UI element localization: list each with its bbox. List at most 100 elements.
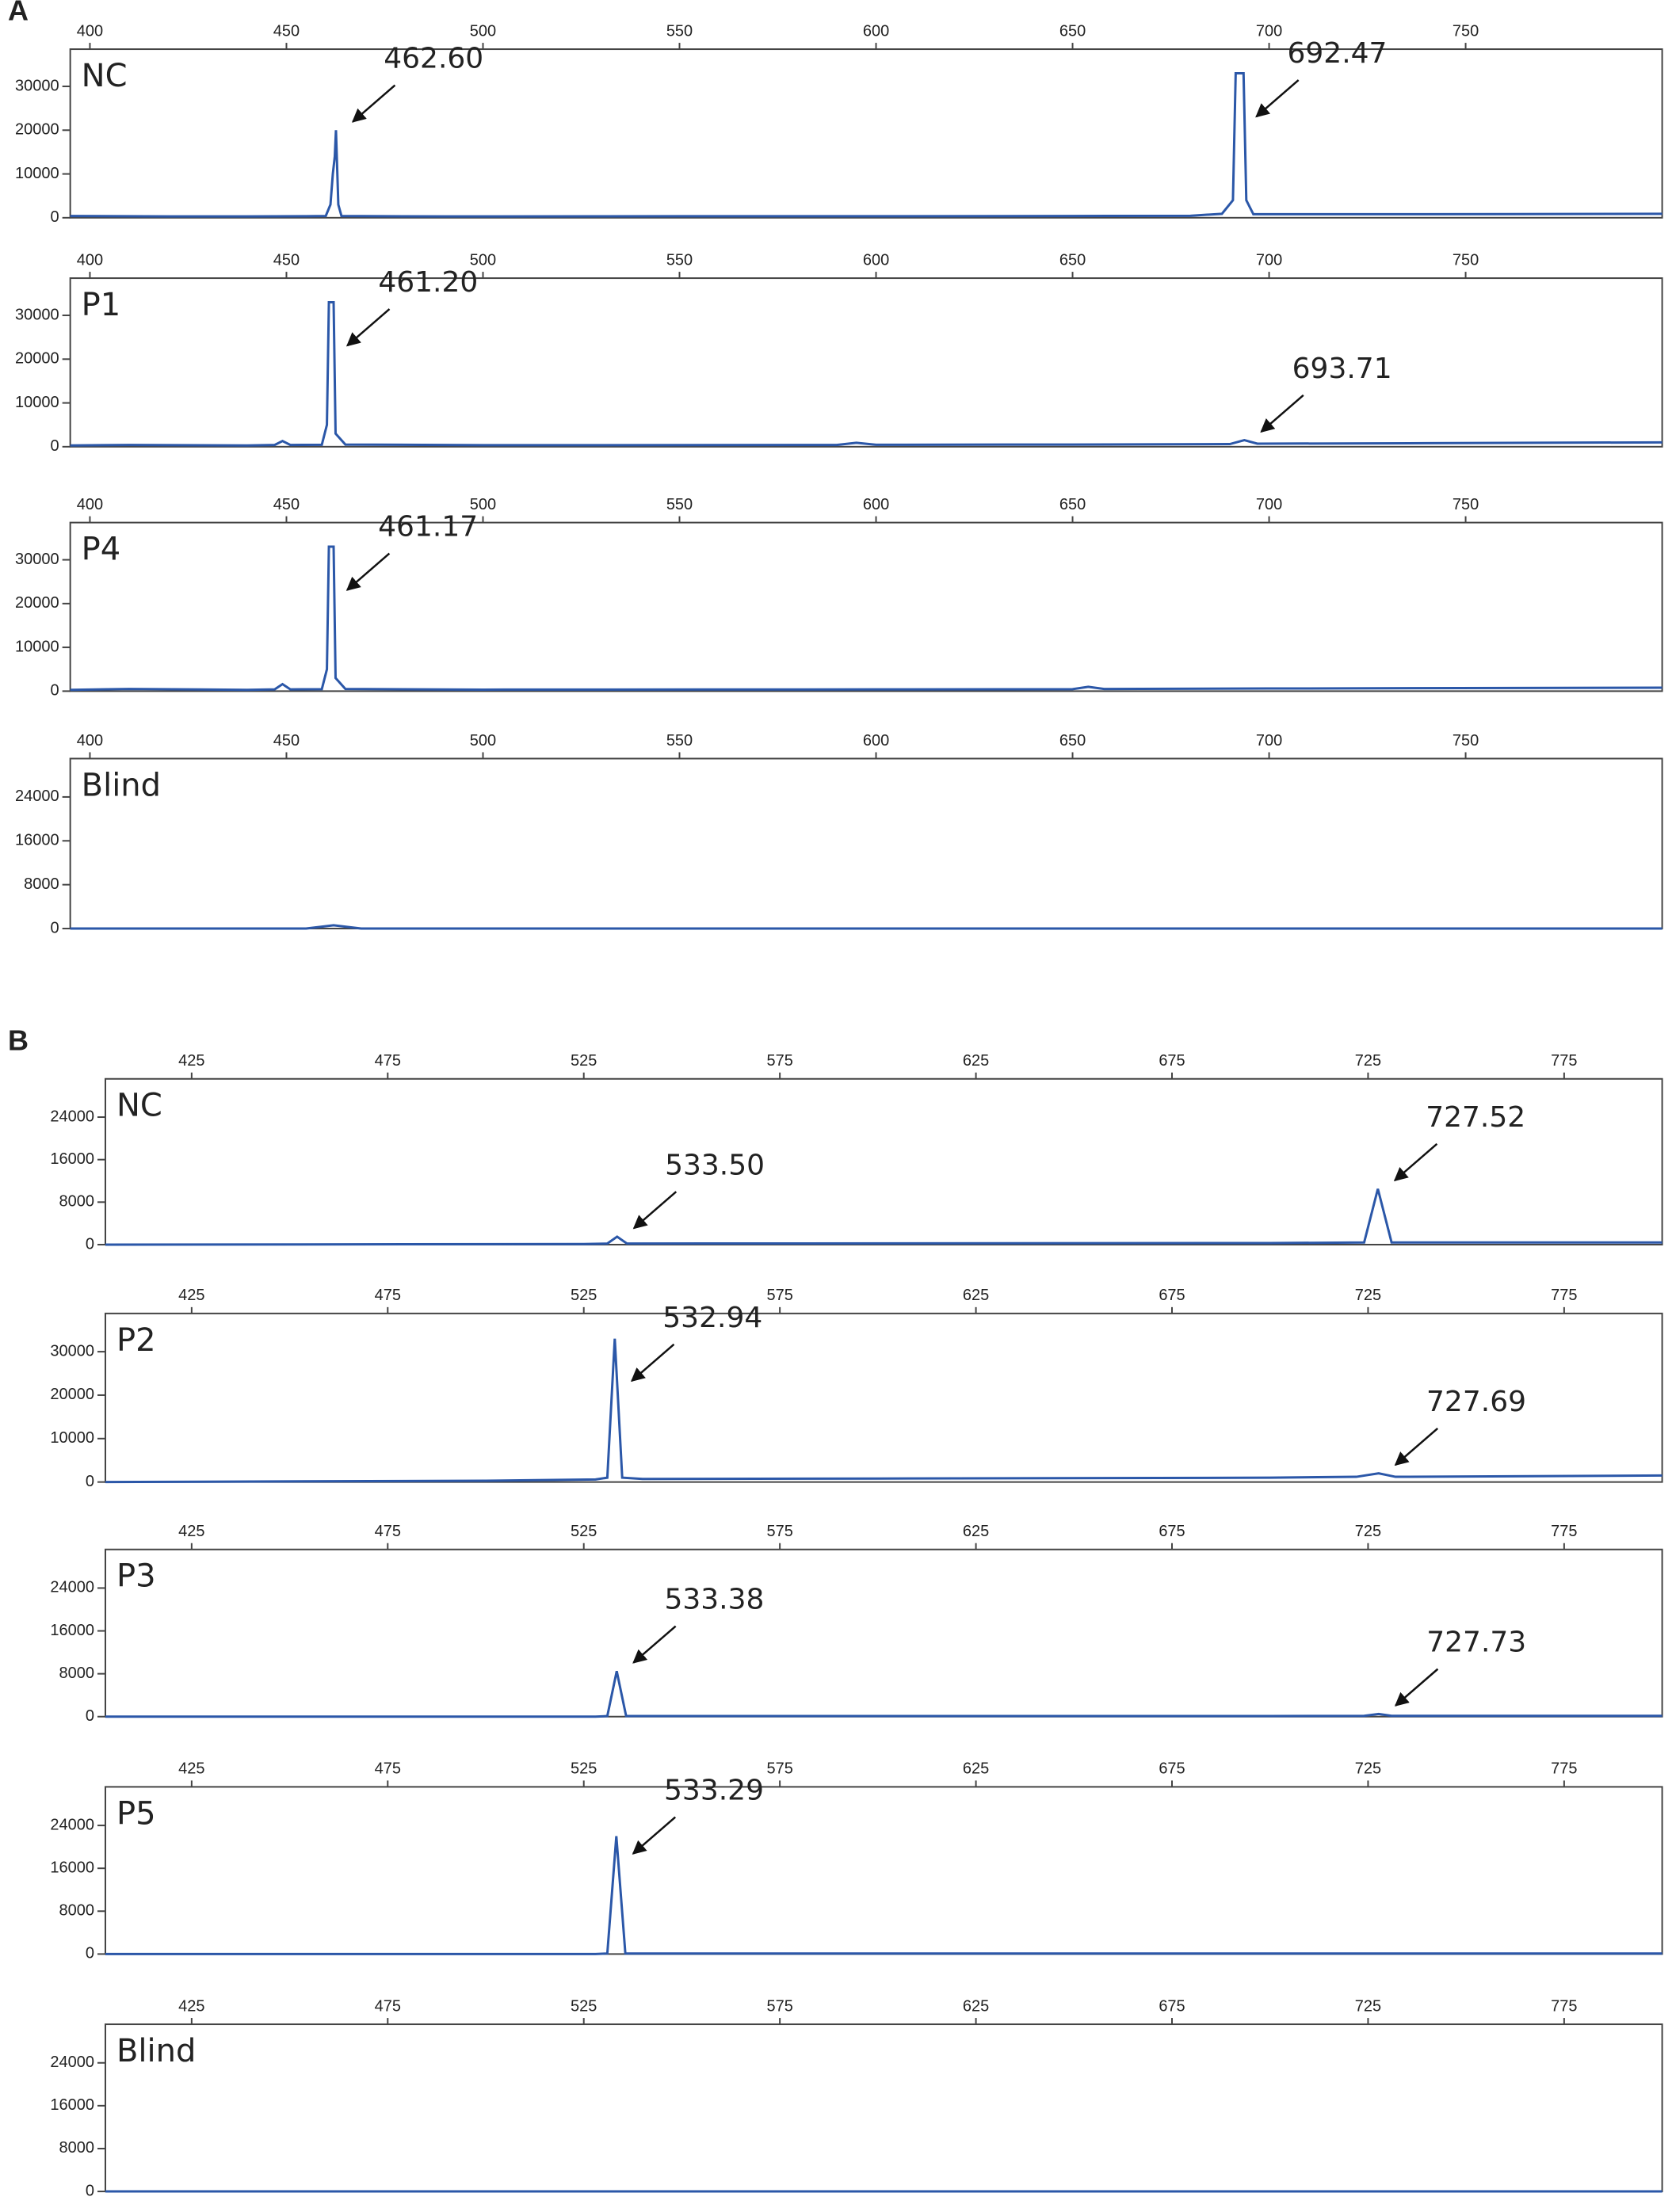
annotation-arrow	[351, 84, 396, 123]
x-tick-label: 500	[470, 496, 496, 513]
x-tick-label: 650	[1059, 251, 1086, 269]
y-tick-label: 20000	[15, 594, 59, 612]
y-tick-label: 24000	[15, 788, 59, 805]
plot-frame	[69, 48, 1663, 219]
y-tick-label: 16000	[50, 1859, 94, 1876]
x-tick-label: 425	[178, 1997, 204, 2015]
y-tick-label: 8000	[24, 875, 59, 893]
x-tick-label: 700	[1256, 732, 1282, 749]
x-tick-label: 675	[1159, 1997, 1185, 2015]
trace	[70, 300, 1662, 447]
annotation-label: 532.94	[662, 1302, 762, 1334]
x-tick-label: 650	[1059, 732, 1086, 749]
y-tick-label: 8000	[59, 1193, 94, 1211]
y-tick-label: 16000	[15, 832, 59, 849]
x-tick-label: 650	[1059, 22, 1086, 40]
annotation-arrow	[632, 1625, 677, 1664]
annotation-arrow	[345, 308, 391, 347]
trace	[70, 545, 1662, 692]
annotation-arrow	[1255, 79, 1300, 118]
x-tick-label: 400	[77, 22, 103, 40]
y-tick-label: 0	[86, 1473, 94, 1490]
y-tick-label: 0	[51, 682, 59, 700]
annotation-arrow	[1393, 1142, 1438, 1182]
y-tick-label: 24000	[50, 2054, 94, 2071]
x-tick-label: 400	[77, 496, 103, 513]
x-tick-label: 775	[1551, 1523, 1577, 1540]
x-tick-label: 500	[470, 251, 496, 269]
x-tick-label: 475	[375, 1523, 401, 1540]
plot-frame	[104, 1786, 1663, 1955]
x-tick-label: 700	[1256, 251, 1282, 269]
trace-label: P3	[116, 1558, 156, 1595]
y-tick-label: 0	[86, 1707, 94, 1725]
y-tick-label: 24000	[50, 1579, 94, 1596]
x-tick-label: 450	[273, 22, 300, 40]
y-tick-label: 30000	[15, 77, 59, 94]
annotation-label: 533.38	[664, 1584, 764, 1616]
x-tick-label: 625	[963, 1523, 989, 1540]
x-tick-label: 400	[77, 251, 103, 269]
x-tick-label: 600	[863, 251, 889, 269]
y-tick-label: 0	[86, 1235, 94, 1253]
x-tick-label: 525	[571, 1052, 597, 1070]
x-tick-label: 425	[178, 1052, 204, 1070]
x-tick-label: 500	[470, 732, 496, 749]
trace	[105, 1670, 1662, 1718]
x-tick-label: 750	[1453, 251, 1479, 269]
x-tick-label: 525	[571, 1287, 597, 1304]
annotation-arrow	[632, 1816, 677, 1855]
x-tick-label: 675	[1159, 1052, 1185, 1070]
trace	[70, 924, 1662, 930]
x-tick-label: 575	[766, 1997, 792, 2015]
x-tick-label: 600	[863, 496, 889, 513]
x-tick-label: 475	[375, 1052, 401, 1070]
plot-frame	[69, 521, 1663, 692]
y-tick-label: 10000	[50, 1429, 94, 1447]
x-tick-label: 575	[766, 1760, 792, 1778]
x-tick-label: 475	[375, 1287, 401, 1304]
trace-label: NC	[82, 58, 128, 94]
annotation-label: 461.17	[378, 511, 478, 543]
y-tick-label: 10000	[15, 165, 59, 182]
trace-label: P4	[82, 532, 121, 568]
trace-label: Blind	[116, 2033, 196, 2069]
annotation-label: 727.73	[1426, 1627, 1526, 1659]
x-tick-label: 575	[766, 1287, 792, 1304]
x-tick-label: 475	[375, 1997, 401, 2015]
trace	[105, 1188, 1662, 1246]
y-tick-label: 16000	[50, 2096, 94, 2114]
y-tick-label: 24000	[50, 1816, 94, 1833]
y-tick-label: 20000	[15, 350, 59, 368]
x-tick-label: 625	[963, 1760, 989, 1778]
y-tick-label: 8000	[59, 1665, 94, 1682]
y-tick-label: 8000	[59, 2139, 94, 2157]
x-tick-label: 625	[963, 1052, 989, 1070]
x-tick-label: 725	[1355, 1287, 1381, 1304]
x-tick-label: 750	[1453, 732, 1479, 749]
y-tick-label: 16000	[50, 1150, 94, 1168]
x-tick-label: 450	[273, 732, 300, 749]
x-tick-label: 550	[666, 22, 693, 40]
trace-label: NC	[116, 1088, 162, 1124]
x-tick-label: 775	[1551, 1760, 1577, 1778]
x-tick-label: 475	[375, 1760, 401, 1778]
annotation-arrow	[632, 1191, 678, 1230]
x-tick-label: 775	[1551, 1997, 1577, 2015]
x-tick-label: 525	[571, 1997, 597, 2015]
x-tick-label: 550	[666, 496, 693, 513]
x-tick-label: 550	[666, 251, 693, 269]
x-tick-label: 625	[963, 1997, 989, 2015]
panel-letter: B	[8, 1024, 29, 1056]
annotation-label: 693.71	[1292, 353, 1392, 385]
panel-letter: A	[8, 0, 29, 27]
x-tick-label: 675	[1159, 1523, 1185, 1540]
x-tick-label: 725	[1355, 1052, 1381, 1070]
plot-frame	[104, 2023, 1663, 2193]
annotation-arrow	[630, 1343, 675, 1382]
y-tick-label: 0	[86, 1945, 94, 1962]
x-tick-label: 550	[666, 732, 693, 749]
y-tick-label: 8000	[59, 1902, 94, 1920]
annotation-label: 727.52	[1426, 1101, 1525, 1134]
y-tick-label: 0	[86, 2182, 94, 2199]
